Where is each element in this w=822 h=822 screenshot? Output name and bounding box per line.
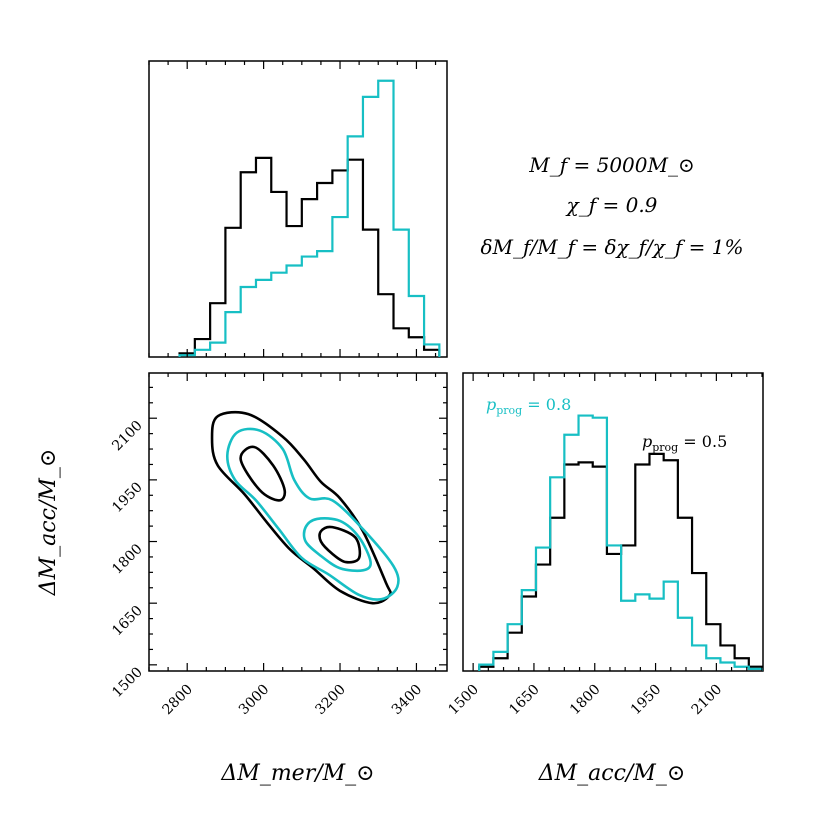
bottom-left-xtick-label: 3400 [389, 682, 426, 719]
bottom-right-xtick-label: 2100 [689, 682, 726, 719]
bottom-right-hist-cyan-step [478, 414, 763, 671]
bottom-right-xtick-label: 1950 [628, 682, 665, 719]
bottom-left-ytick-label: 1950 [109, 479, 146, 516]
top-left-histogram [178, 79, 441, 357]
bottom-left-ytick-label: 1500 [109, 664, 146, 701]
bottom-left-panel-frame [148, 372, 448, 672]
bottom-right-xtick-label: 1650 [506, 682, 543, 719]
contour-black-inner-4 [318, 525, 362, 564]
axis-tick-labels: 2800 3000 3200 3400 1500 1650 1800 1950 2100 1500… [109, 418, 725, 718]
bottom-left-xtick-label: 3200 [312, 682, 349, 719]
parameter-annotation: M_f = 5000M_⊙ χ_f = 0.9 δM_f/M_f = δχ_f/… [480, 153, 743, 259]
bottom-left-xtick-label: 3000 [236, 682, 273, 719]
bottom-left-ylabel: ΔM_acc/M_⊙ [36, 449, 61, 597]
bottom-right-xtick-label: 1800 [567, 682, 604, 719]
contour-black-outer-0 [210, 410, 392, 605]
bottom-right-panel-frame [462, 372, 764, 672]
contour-cyan-outer-1 [226, 427, 400, 601]
legend-cyan-label: pprog = 0.8 [486, 395, 571, 417]
bottom-right-xtick-label: 1500 [445, 682, 482, 719]
bottom-right-histogram [478, 414, 763, 671]
annotation-line-3: δM_f/M_f = δχ_f/χ_f = 1% [480, 235, 743, 259]
bottom-left-ytick-label: 1800 [109, 541, 146, 578]
axis-ticks [148, 61, 763, 671]
top-left-panel-frame [148, 60, 448, 358]
bottom-left-ytick-label: 1650 [109, 603, 146, 640]
bottom-left-xtick-label: 2800 [160, 682, 197, 719]
bottom-left-contours [210, 410, 400, 605]
top-left-hist-black-step [178, 156, 441, 357]
bottom-right-xlabel: ΔM_acc/M_⊙ [538, 761, 686, 786]
annotation-line-2: χ_f = 0.9 [565, 193, 658, 217]
top-left-hist-cyan-step [178, 79, 441, 357]
bottom-left-ytick-label: 2100 [109, 418, 146, 455]
legend-black-label: pprog = 0.5 [642, 432, 727, 454]
annotation-line-1: M_f = 5000M_⊙ [528, 153, 695, 177]
contour-cyan-inner-3 [302, 517, 372, 573]
contour-black-inner-2 [239, 445, 287, 502]
bottom-left-xlabel: ΔM_mer/M_⊙ [220, 761, 374, 786]
